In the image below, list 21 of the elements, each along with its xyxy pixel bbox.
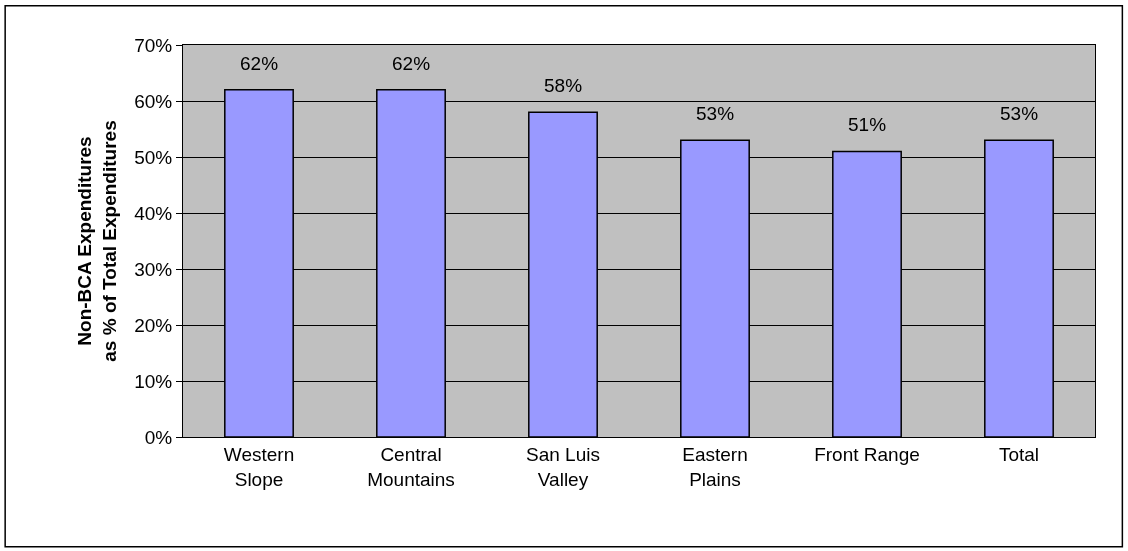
y-tick-label: 60% — [134, 90, 173, 112]
y-tick-label: 20% — [134, 314, 173, 336]
x-tick-label: Total — [998, 443, 1040, 465]
x-tick-label: Eastern Plains — [682, 443, 748, 490]
data-label: 53% — [1000, 103, 1039, 124]
y-tick-label: 50% — [134, 146, 173, 168]
y-tick-label: 40% — [134, 202, 173, 224]
y-tick-label: 70% — [134, 34, 173, 56]
y-tick-label: 10% — [134, 370, 173, 392]
data-label: 58% — [544, 75, 583, 96]
y-axis-title: Non-BCA Expenditures as % of Total Expenditures — [74, 120, 121, 362]
y-tick-label: 0% — [144, 426, 173, 448]
x-tick-label: Front Range — [814, 443, 920, 465]
x-tick-label: Western Slope — [223, 443, 295, 490]
data-label: 53% — [696, 103, 735, 124]
x-tick-label: San Luis Valley — [526, 443, 600, 490]
y-tick-label: 30% — [134, 258, 173, 280]
data-label: 62% — [240, 53, 279, 74]
x-tick-label: Central Mountains — [367, 443, 455, 490]
data-label: 51% — [848, 114, 887, 135]
data-label: 62% — [392, 53, 431, 74]
